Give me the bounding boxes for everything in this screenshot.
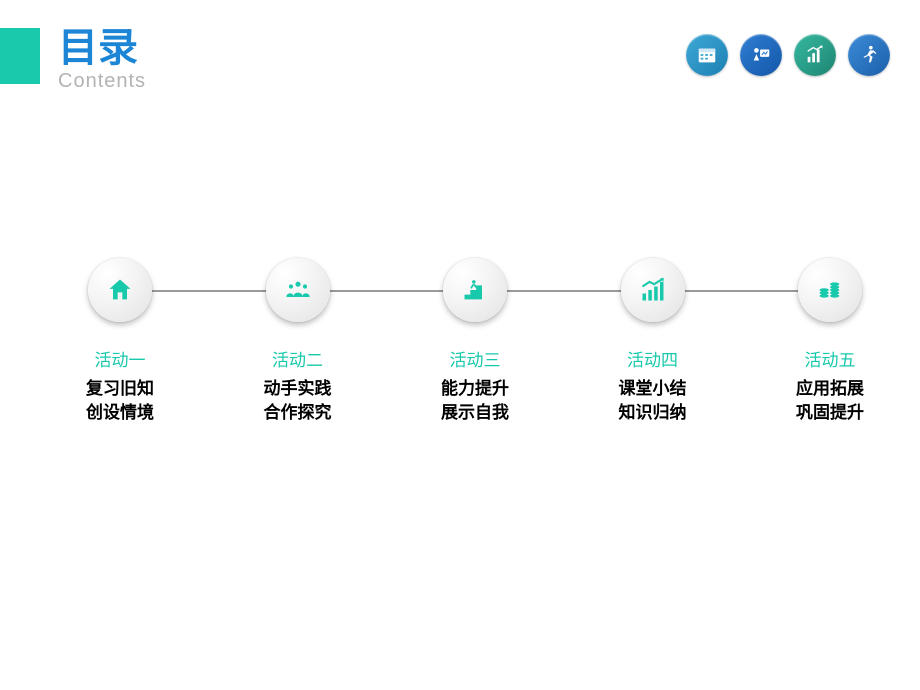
coins-icon bbox=[816, 276, 844, 304]
activity-node-1: 活动一 复习旧知 创设情境 bbox=[60, 258, 180, 425]
activity-node-4: 活动四 课堂小结 知识归纳 bbox=[593, 258, 713, 425]
accent-bar bbox=[0, 28, 40, 84]
activity-node-5: 活动五 应用拓展 巩固提升 bbox=[770, 258, 890, 425]
node-circle[interactable] bbox=[88, 258, 152, 322]
node-circle[interactable] bbox=[798, 258, 862, 322]
growth-icon bbox=[639, 276, 667, 304]
stairs-icon bbox=[461, 276, 489, 304]
node-label: 活动三 bbox=[450, 346, 501, 371]
node-desc: 课堂小结 知识归纳 bbox=[619, 377, 687, 425]
node-desc: 复习旧知 创设情境 bbox=[86, 377, 154, 425]
page-title: 目录 bbox=[58, 28, 146, 68]
activity-node-3: 活动三 能力提升 展示自我 bbox=[415, 258, 535, 425]
presenter-icon[interactable] bbox=[740, 34, 782, 76]
timeline-nodes: 活动一 复习旧知 创设情境 活动二 动手实践 合作探究 活动三 能力提升 展示自… bbox=[60, 258, 890, 425]
node-desc: 能力提升 展示自我 bbox=[441, 377, 509, 425]
node-label: 活动二 bbox=[272, 346, 323, 371]
calendar-icon[interactable] bbox=[686, 34, 728, 76]
node-label: 活动一 bbox=[95, 346, 146, 371]
node-circle[interactable] bbox=[443, 258, 507, 322]
group-icon bbox=[284, 276, 312, 304]
node-desc: 应用拓展 巩固提升 bbox=[796, 377, 864, 425]
node-label: 活动五 bbox=[805, 346, 856, 371]
node-circle[interactable] bbox=[621, 258, 685, 322]
activity-node-2: 活动二 动手实践 合作探究 bbox=[238, 258, 358, 425]
node-circle[interactable] bbox=[266, 258, 330, 322]
page-subtitle: Contents bbox=[58, 70, 146, 93]
home-icon bbox=[106, 276, 134, 304]
barchart-icon[interactable] bbox=[794, 34, 836, 76]
title-block: 目录 Contents bbox=[58, 28, 146, 93]
node-label: 活动四 bbox=[627, 346, 678, 371]
runner-icon[interactable] bbox=[848, 34, 890, 76]
top-icons-row bbox=[686, 34, 890, 76]
node-desc: 动手实践 合作探究 bbox=[264, 377, 332, 425]
